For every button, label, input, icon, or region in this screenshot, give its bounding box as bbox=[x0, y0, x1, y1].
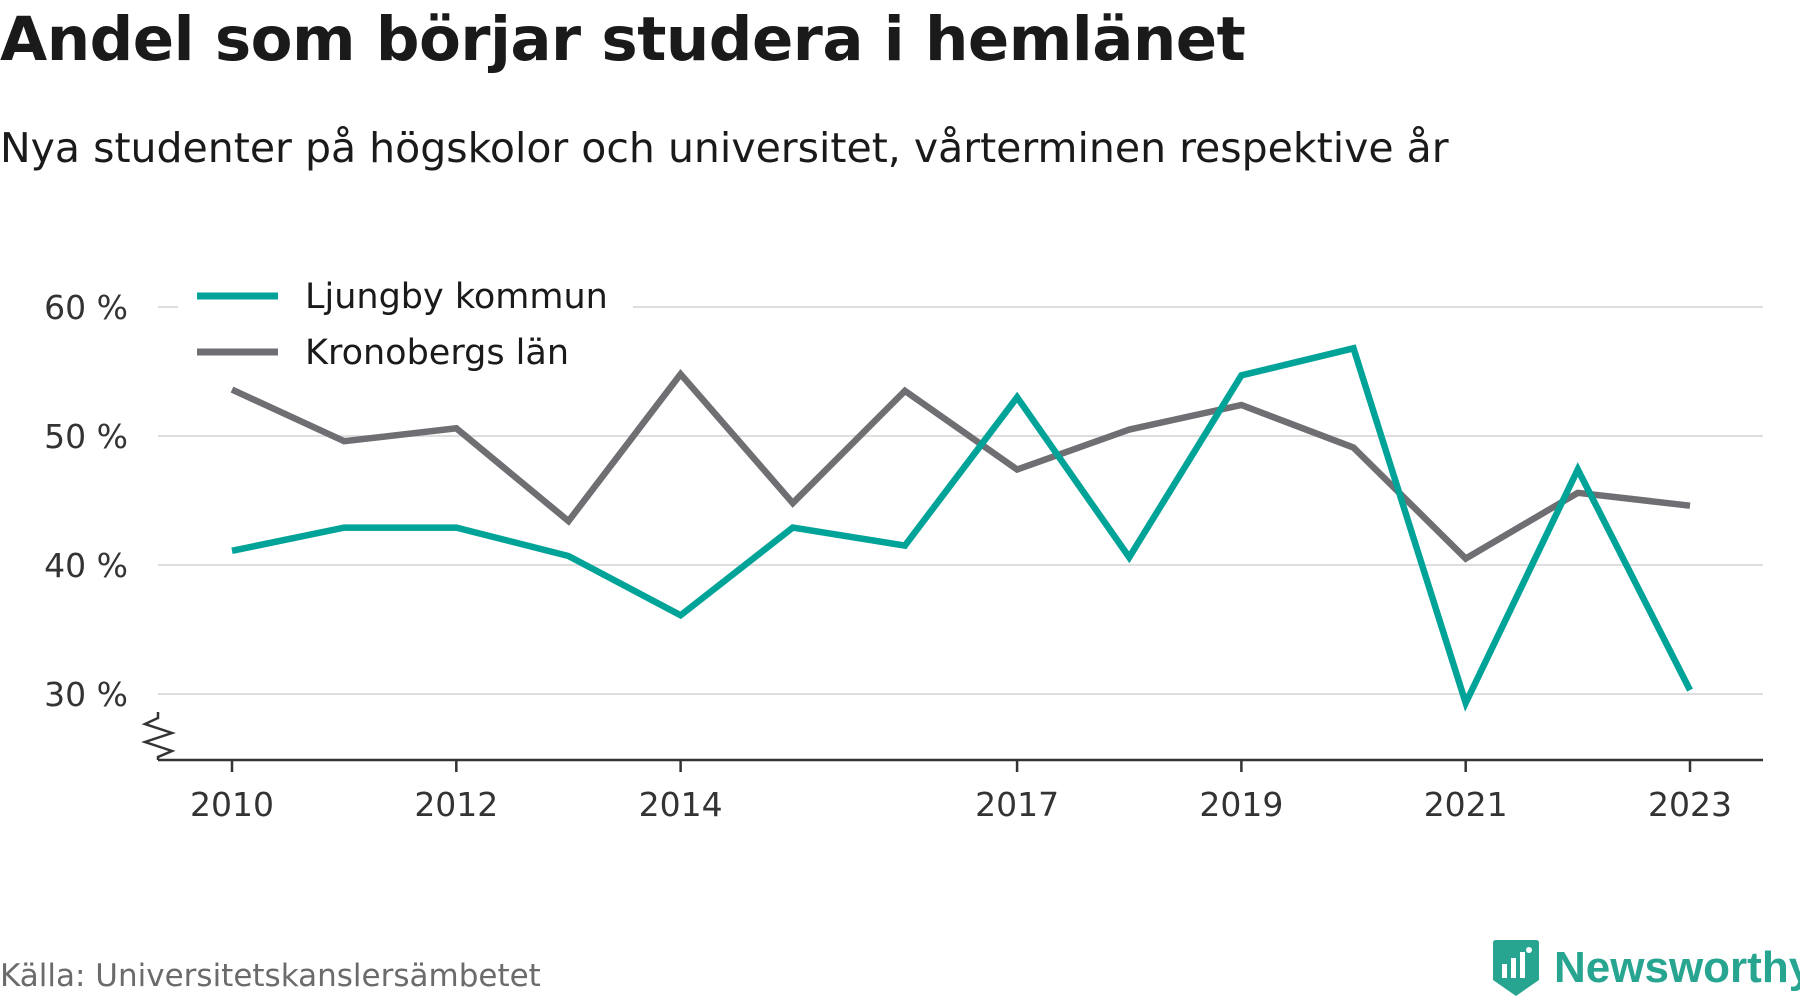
y-tick-label-40: 40 % bbox=[44, 546, 128, 585]
x-tick-label-2010: 2010 bbox=[190, 785, 274, 824]
x-tick-label-2021: 2021 bbox=[1424, 785, 1508, 824]
newsworthy-logo-icon bbox=[1492, 938, 1540, 998]
x-tick-label-2012: 2012 bbox=[414, 785, 498, 824]
y-tick-label-30: 30 % bbox=[44, 675, 128, 714]
legend-label-ljungby-kommun: Ljungby kommun bbox=[305, 277, 608, 317]
brand-name: Newsworthy bbox=[1554, 943, 1800, 993]
y-tick-label-50: 50 % bbox=[44, 417, 128, 456]
legend: Ljungby kommun Kronobergs län bbox=[178, 268, 633, 380]
brand-logo[interactable]: Newsworthy bbox=[1492, 937, 1800, 999]
legend-label-kronobergs-län: Kronobergs län bbox=[305, 333, 569, 373]
y-tick-label-60: 60 % bbox=[44, 288, 128, 327]
y-axis-tick-labels: 30 % 40 % 50 % 60 % bbox=[44, 288, 128, 714]
x-axis-ticks: 2010 2012 2014 2017 2019 2021 2023 bbox=[190, 760, 1732, 824]
axes bbox=[145, 712, 1763, 760]
x-tick-label-2019: 2019 bbox=[1199, 785, 1283, 824]
x-tick-label-2023: 2023 bbox=[1648, 785, 1732, 824]
source-note: Källa: Universitetskanslersämbetet bbox=[0, 958, 541, 994]
series-lines bbox=[232, 348, 1690, 703]
x-tick-label-2017: 2017 bbox=[975, 785, 1059, 824]
x-tick-label-2014: 2014 bbox=[639, 785, 723, 824]
y-axis-break-icon bbox=[145, 712, 172, 760]
series-line-ljungby-kommun bbox=[232, 348, 1690, 703]
